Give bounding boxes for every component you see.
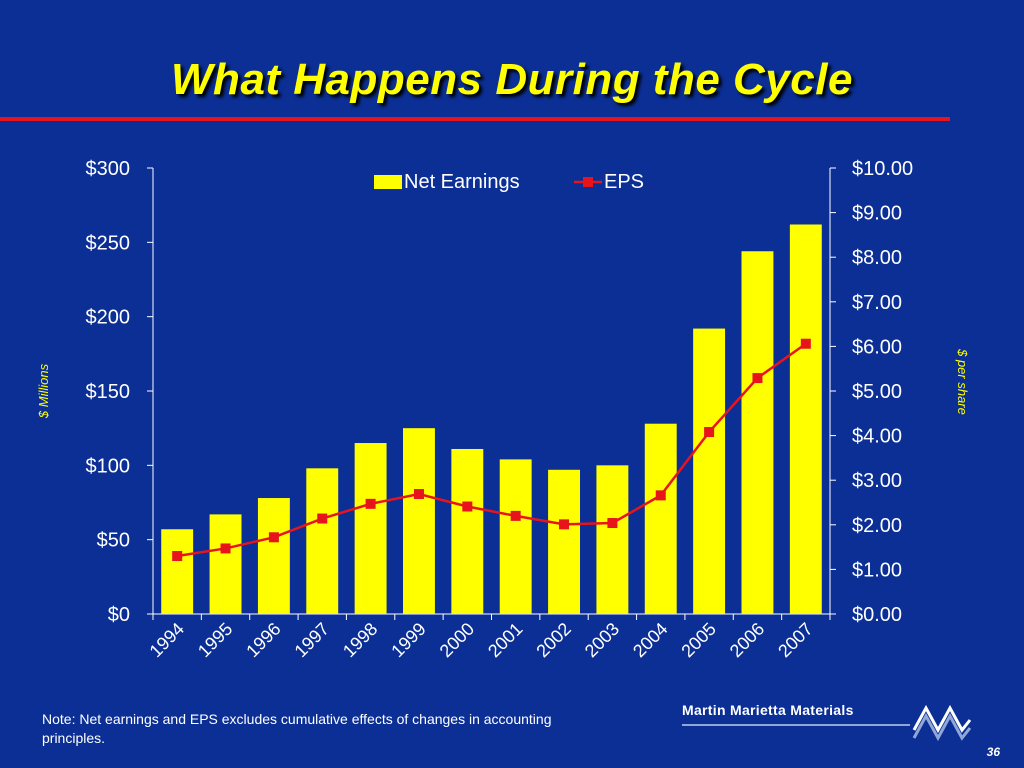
y-tick-label-right: $7.00 [852, 292, 902, 314]
y-axis-title-right: $ per share [955, 348, 970, 415]
x-tick-label: 1999 [387, 619, 429, 661]
eps-marker [413, 489, 424, 500]
y-tick-label-left: $50 [97, 530, 130, 552]
eps-marker [559, 519, 570, 530]
mountain-logo-icon [912, 704, 972, 742]
eps-marker [607, 518, 618, 529]
y-tick-label-right: $8.00 [852, 247, 902, 269]
x-tick-label: 2001 [484, 619, 526, 661]
x-tick-label: 1995 [194, 619, 236, 661]
combo-chart: $0 $50 $100 $150 $200 $250 $300 $0.00 $1.00 $2.00… [36, 158, 970, 661]
x-tick-label: 2002 [532, 619, 574, 661]
y-tick-label-left: $150 [86, 381, 131, 403]
logo-text: Martin Marietta Materials [682, 702, 854, 718]
legend-label-eps: EPS [604, 171, 644, 193]
bar [403, 428, 435, 614]
title-rule [0, 117, 950, 121]
eps-marker [655, 490, 666, 501]
company-logo: Martin Marietta Materials [682, 700, 994, 745]
y-tick-label-left: $300 [86, 158, 131, 180]
eps-marker [365, 498, 376, 509]
eps-marker [172, 551, 183, 562]
eps-marker [704, 427, 715, 438]
x-tick-label: 2003 [581, 619, 623, 661]
y-tick-label-left: $100 [86, 455, 131, 477]
legend-swatch-net-earnings [374, 175, 402, 189]
eps-line [176, 342, 807, 558]
eps-marker [510, 510, 521, 521]
x-tick-label: 1997 [291, 619, 333, 661]
bar [306, 468, 339, 614]
x-tick-label: 2006 [726, 619, 768, 661]
bar [644, 423, 677, 614]
y-tick-label-right: $3.00 [852, 470, 902, 492]
bar [451, 448, 484, 614]
eps-marker [462, 501, 473, 512]
eps-marker [268, 532, 279, 543]
bar [548, 469, 580, 614]
page-number: 36 [986, 745, 1000, 759]
slide-title: What Happens During the Cycle [171, 55, 853, 104]
x-tick-label: 2007 [774, 619, 816, 661]
y-tick-label-right: $2.00 [852, 515, 902, 537]
x-tick-label: 2005 [677, 619, 719, 661]
chart-bars [161, 224, 822, 614]
eps-marker [317, 513, 328, 524]
y-tick-label-left: $200 [86, 307, 131, 329]
x-tick-label: 2000 [436, 619, 478, 661]
y-tick-label-right: $1.00 [852, 559, 902, 581]
bar [499, 459, 532, 614]
bar [354, 443, 387, 614]
footnote: Note: Net earnings and EPS excludes cumu… [42, 711, 552, 746]
x-tick-label: 1998 [339, 619, 381, 661]
y-tick-label-right: $9.00 [852, 203, 902, 225]
y-axis-title-left: $ Millions [36, 363, 51, 419]
bar [596, 465, 629, 614]
bar [789, 224, 822, 614]
chart-legend: Net Earnings EPS [374, 171, 644, 193]
bar [741, 251, 774, 614]
legend-swatch-eps-marker [583, 177, 593, 187]
y-tick-label-left: $0 [108, 604, 130, 626]
eps-marker [800, 338, 811, 349]
bar [161, 529, 194, 614]
eps-marker [220, 543, 231, 554]
y-tick-label-right: $6.00 [852, 336, 902, 358]
y-tick-label-left: $250 [86, 232, 131, 254]
bar [693, 328, 726, 614]
x-tick-label: 1996 [242, 619, 284, 661]
y-tick-label-right: $4.00 [852, 426, 902, 448]
bar [209, 514, 242, 614]
x-tick-label: 1994 [146, 619, 188, 661]
bar [257, 498, 290, 614]
legend-label-net-earnings: Net Earnings [404, 171, 520, 193]
y-tick-label-right: $10.00 [852, 158, 913, 180]
eps-marker [752, 373, 763, 384]
logo-underline [682, 724, 910, 726]
x-tick-label: 2004 [629, 619, 671, 661]
y-tick-label-right: $5.00 [852, 381, 902, 403]
chart-line [172, 338, 811, 562]
y-tick-label-right: $0.00 [852, 604, 902, 626]
